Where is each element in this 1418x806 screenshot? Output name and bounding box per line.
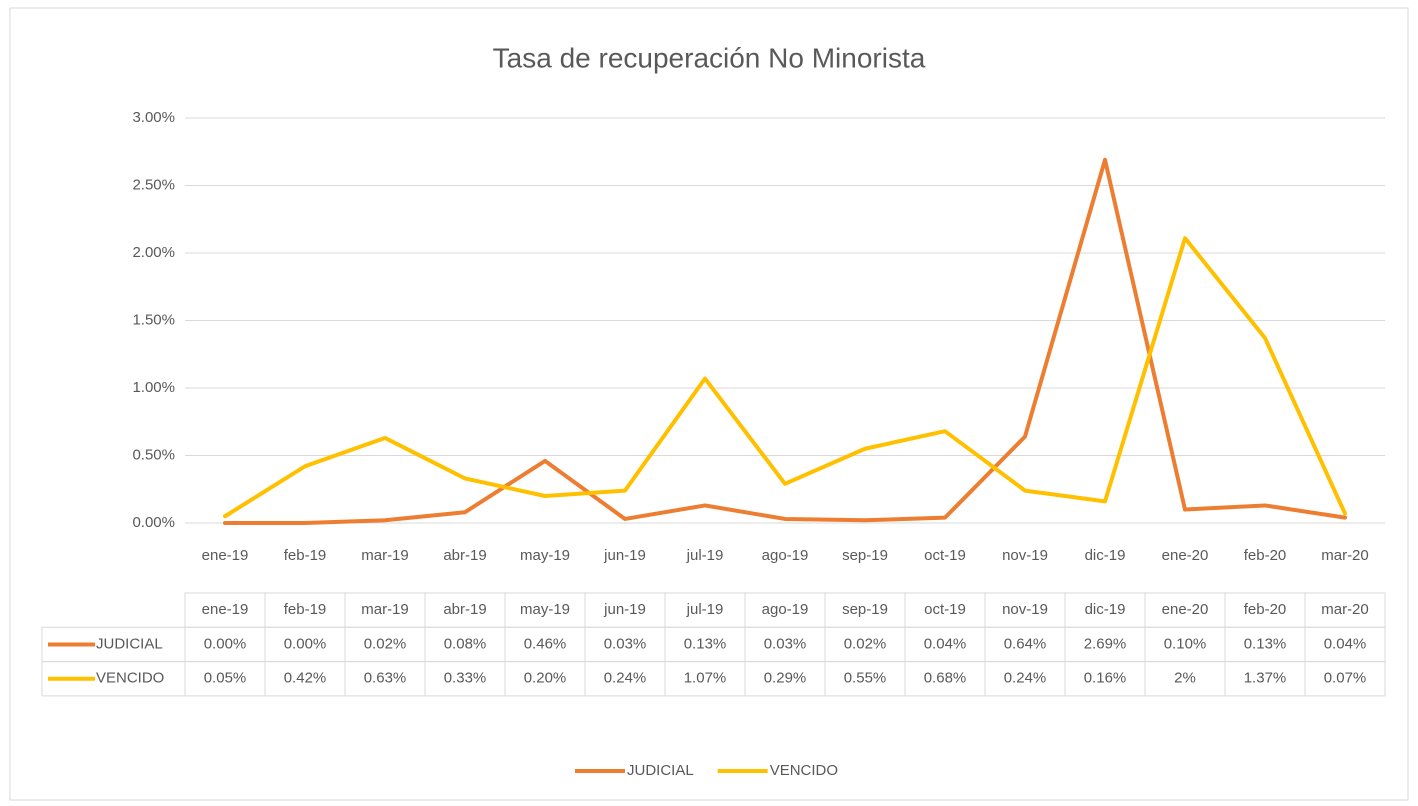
chart-title: Tasa de recuperación No Minorista: [493, 42, 926, 73]
table-value: 0.46%: [524, 635, 567, 652]
table-value: 0.04%: [924, 635, 967, 652]
table-value: 0.63%: [364, 670, 407, 687]
table-series-name: JUDICIAL: [96, 635, 163, 652]
table-header: ene-19: [202, 601, 249, 618]
table-header: feb-19: [284, 601, 327, 618]
x-tick-label: ene-19: [202, 547, 249, 564]
y-tick-label: 3.00%: [132, 109, 175, 126]
table-value: 2%: [1174, 670, 1196, 687]
table-header: ago-19: [762, 601, 809, 618]
table-value: 0.07%: [1324, 670, 1367, 687]
table-value: 0.29%: [764, 670, 807, 687]
x-tick-label: dic-19: [1085, 547, 1126, 564]
table-value: 0.02%: [844, 635, 887, 652]
table-value: 0.04%: [1324, 635, 1367, 652]
table-value: 0.24%: [604, 670, 647, 687]
y-tick-label: 2.50%: [132, 176, 175, 193]
y-tick-label: 1.50%: [132, 311, 175, 328]
table-value: 0.05%: [204, 670, 247, 687]
table-value: 0.20%: [524, 670, 567, 687]
y-tick-label: 0.00%: [132, 514, 175, 531]
table-value: 0.02%: [364, 635, 407, 652]
table-value: 0.00%: [284, 635, 327, 652]
table-value: 0.10%: [1164, 635, 1207, 652]
table-value: 0.24%: [1004, 670, 1047, 687]
table-row: [41, 661, 1386, 697]
x-tick-label: jul-19: [686, 547, 724, 564]
table-header: mar-19: [361, 601, 409, 618]
table-value: 0.03%: [604, 635, 647, 652]
table-header: may-19: [520, 601, 570, 618]
table-value: 0.55%: [844, 670, 887, 687]
y-tick-label: 0.50%: [132, 446, 175, 463]
x-tick-label: abr-19: [443, 547, 486, 564]
table-value: 1.37%: [1244, 670, 1287, 687]
x-tick-label: ago-19: [762, 547, 809, 564]
x-tick-label: mar-19: [361, 547, 409, 564]
x-tick-label: sep-19: [842, 547, 888, 564]
x-tick-label: mar-20: [1321, 547, 1369, 564]
table-header: sep-19: [842, 601, 888, 618]
table-header: jun-19: [603, 601, 646, 618]
legend-label: JUDICIAL: [627, 762, 694, 779]
table-value: 0.03%: [764, 635, 807, 652]
x-tick-label: feb-19: [284, 547, 327, 564]
x-tick-label: oct-19: [924, 547, 966, 564]
table-header: feb-20: [1244, 601, 1287, 618]
x-tick-label: ene-20: [1162, 547, 1209, 564]
chart-border: [9, 7, 1409, 801]
table-header: abr-19: [443, 601, 486, 618]
x-tick-label: nov-19: [1002, 547, 1048, 564]
table-value: 0.00%: [204, 635, 247, 652]
table-value: 1.07%: [684, 670, 727, 687]
table-header: mar-20: [1321, 601, 1369, 618]
table-value: 0.13%: [684, 635, 727, 652]
table-value: 0.08%: [444, 635, 487, 652]
table-value: 0.13%: [1244, 635, 1287, 652]
series-line: [223, 236, 1347, 519]
table-header: ene-20: [1162, 601, 1209, 618]
x-tick-label: may-19: [520, 547, 570, 564]
series-line: [223, 157, 1347, 525]
x-tick-label: jun-19: [603, 547, 646, 564]
table-series-name: VENCIDO: [96, 670, 164, 687]
y-tick-label: 1.00%: [132, 379, 175, 396]
table-header: jul-19: [686, 601, 724, 618]
y-tick-label: 2.00%: [132, 244, 175, 261]
table-value: 0.64%: [1004, 635, 1047, 652]
x-tick-label: feb-20: [1244, 547, 1287, 564]
legend-label: VENCIDO: [770, 762, 838, 779]
table-header: dic-19: [1085, 601, 1126, 618]
table-value: 0.68%: [924, 670, 967, 687]
table-value: 0.42%: [284, 670, 327, 687]
table-value: 0.33%: [444, 670, 487, 687]
table-value: 2.69%: [1084, 635, 1127, 652]
table-header: nov-19: [1002, 601, 1048, 618]
table-header: oct-19: [924, 601, 966, 618]
table-value: 0.16%: [1084, 670, 1127, 687]
